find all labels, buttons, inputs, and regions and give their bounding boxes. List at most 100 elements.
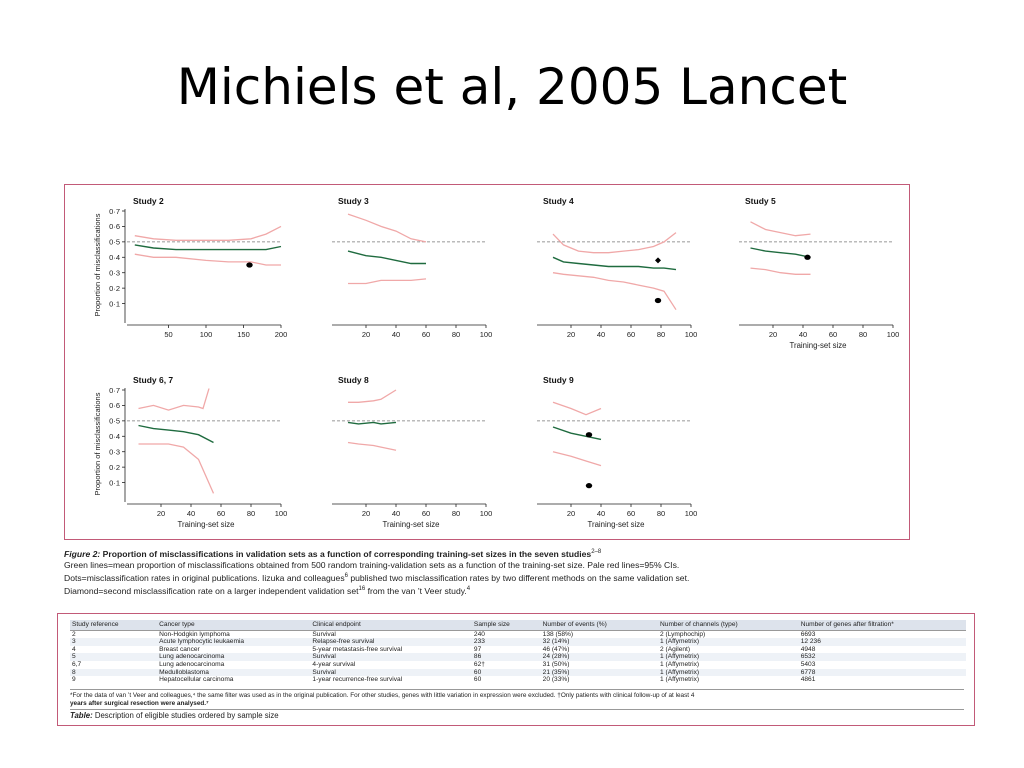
y-tick-label: 0·1 — [109, 478, 120, 487]
table-cell: 60 — [473, 676, 482, 684]
y-tick-label: 0·7 — [109, 207, 120, 216]
table-cell: 20 (33%) — [542, 676, 570, 684]
x-tick-label: 150 — [237, 330, 250, 339]
caption-line-4-rest: from the van ’t Veer study. — [365, 586, 467, 597]
caption-line-3-rest: published two misclassification rates by… — [347, 573, 690, 584]
table-caption-text: Description of eligible studies ordered … — [92, 711, 279, 720]
x-tick-label: 40 — [392, 330, 400, 339]
figure-panel-frame: Study 2 0·1 0·2 0·3 0·4 0·5 0·6 0·7 Proportion o… — [64, 184, 910, 540]
series-lower-ci — [347, 441, 397, 451]
series-upper-ci — [134, 225, 282, 241]
table-divider — [70, 689, 964, 690]
table-cell: 1 (Affymetrix) — [660, 676, 700, 684]
table-cell: 6,7 — [72, 660, 82, 668]
y-axis-label: Proportion of misclassifications — [93, 213, 102, 316]
x-tick-label: 60 — [422, 330, 430, 339]
table-cell: 5 — [70, 653, 158, 661]
studies-table-frame: Study reference Cancer type Clinical endpo… — [57, 613, 975, 726]
x-tick-label: 20 — [362, 509, 370, 518]
series-lower-ci — [552, 451, 602, 467]
table-cell: 233 — [471, 638, 541, 646]
series-upper-ci — [347, 213, 427, 243]
table-cell: 32 (14%) — [540, 638, 659, 646]
slide-title: Michiels et al, 2005 Lancet — [176, 58, 848, 116]
chart-svg: Study 4 20 40 60 80 100 — [537, 196, 698, 339]
table-header-cell: Number of genes after filtration* — [798, 620, 966, 631]
table-cell: 2 (Lymphochip) — [660, 630, 706, 638]
x-tick-label: 100 — [200, 330, 213, 339]
series-mean — [750, 247, 811, 258]
table-cell: 46 (47%) — [542, 645, 570, 653]
table-header-cell: Study reference — [70, 620, 158, 631]
x-tick-label: 40 — [597, 330, 605, 339]
chart-study-3: Study 3 20 40 60 80 100 — [288, 196, 493, 347]
x-axis-label: Training-set size — [588, 520, 645, 529]
y-tick-label: 0·5 — [109, 238, 120, 247]
table-cell: 9 — [72, 676, 76, 684]
caption-line-4-ref: 16 — [358, 586, 366, 593]
x-tick-label: 80 — [657, 330, 665, 339]
y-tick-label: 0·3 — [109, 269, 120, 278]
table-divider-2 — [70, 709, 964, 710]
x-tick-label: 60 — [627, 330, 635, 339]
x-axis-label: Training-set size — [383, 520, 440, 529]
table-cell: 6693 — [800, 630, 816, 638]
table-cell: 4861 — [800, 676, 816, 684]
table-row: 6,7 Lung adenocarcinoma 4-year survival 62†… — [70, 661, 966, 669]
table-header-cell: Clinical endpoint — [310, 620, 472, 631]
series-upper-ci — [552, 232, 677, 254]
y-tick-label: 0·1 — [109, 299, 120, 308]
table-cell: 6778 — [798, 668, 966, 677]
caption-line-3-text: Dots=misclassification rates in original… — [64, 573, 345, 584]
caption-line-3-ref: 6 — [344, 573, 348, 580]
table-cell: 3 — [70, 638, 158, 646]
table-cell: 21 (35%) — [540, 668, 659, 677]
table-header-cell: Number of events (%) — [540, 620, 659, 631]
table-cell: Medulloblastoma — [157, 668, 311, 677]
y-tick-label: 0·4 — [109, 432, 120, 441]
table-cell: 2 — [72, 630, 76, 638]
series-mean — [138, 424, 214, 444]
x-tick-label: 100 — [685, 330, 698, 339]
x-tick-label: 20 — [157, 509, 165, 518]
table-cell: Non-Hodgkin lymphoma — [159, 630, 230, 638]
chart-svg: Study 2 0·1 0·2 0·3 0·4 0·5 0·6 0·7 Proportion o… — [93, 196, 287, 339]
x-tick-label: 100 — [887, 330, 900, 339]
misclassification-dot — [654, 297, 662, 304]
chart-svg: Study 3 20 40 60 80 100 — [332, 196, 492, 339]
chart-title: Study 3 — [338, 196, 369, 206]
caption-line-4: Diamond=second misclassification rate on… — [64, 584, 924, 597]
table-footnote-bold: years after surgical resection were anal… — [70, 700, 209, 707]
table-header-cell: Sample size — [471, 620, 541, 631]
x-tick-label: 80 — [452, 509, 460, 518]
caption-line-3: Dots=misclassification rates in original… — [64, 571, 924, 584]
misclassification-dot — [585, 432, 593, 438]
table-row: 2 Non-Hodgkin lymphoma Survival 240 138 (58%… — [70, 630, 966, 638]
table-cell: Survival — [310, 668, 472, 677]
x-tick-label: 40 — [187, 509, 195, 518]
table-cell: 1 (Affymetrix) — [660, 660, 700, 668]
x-tick-label: 60 — [422, 509, 430, 518]
y-tick-label: 0·7 — [109, 386, 120, 395]
misclassification-dot — [585, 483, 593, 489]
x-tick-label: 20 — [567, 509, 575, 518]
table-cell: 5-year metastasis-free survival — [312, 645, 403, 653]
table-cell: 4 — [72, 645, 76, 653]
table-cell: 2 (Agilent) — [660, 645, 691, 653]
x-tick-label: 50 — [164, 330, 172, 339]
y-tick-label: 0·4 — [109, 253, 120, 262]
series-upper-ci — [552, 401, 602, 416]
table-footnote: *For the data of van ’t Veer and colleag… — [70, 692, 966, 708]
table-cell: 8 — [70, 668, 158, 677]
table-row: 4 Breast cancer 5-year metastasis-free sur… — [70, 646, 966, 654]
x-tick-label: 60 — [627, 509, 635, 518]
caption-line-4-text: Diamond=second misclassification rate on… — [64, 586, 359, 597]
x-tick-label: 80 — [452, 330, 460, 339]
x-tick-label: 100 — [275, 509, 288, 518]
table-cell: Lung adenocarcinoma — [159, 660, 225, 668]
table-cell: 1 (Affymetrix) — [658, 653, 799, 661]
chart-title: Study 8 — [338, 375, 369, 385]
table-row: 3 Acute lymphocytic leukaemia Relapse-free… — [70, 638, 966, 646]
x-tick-label: 100 — [685, 509, 698, 518]
table-cell: 86 — [471, 653, 541, 661]
